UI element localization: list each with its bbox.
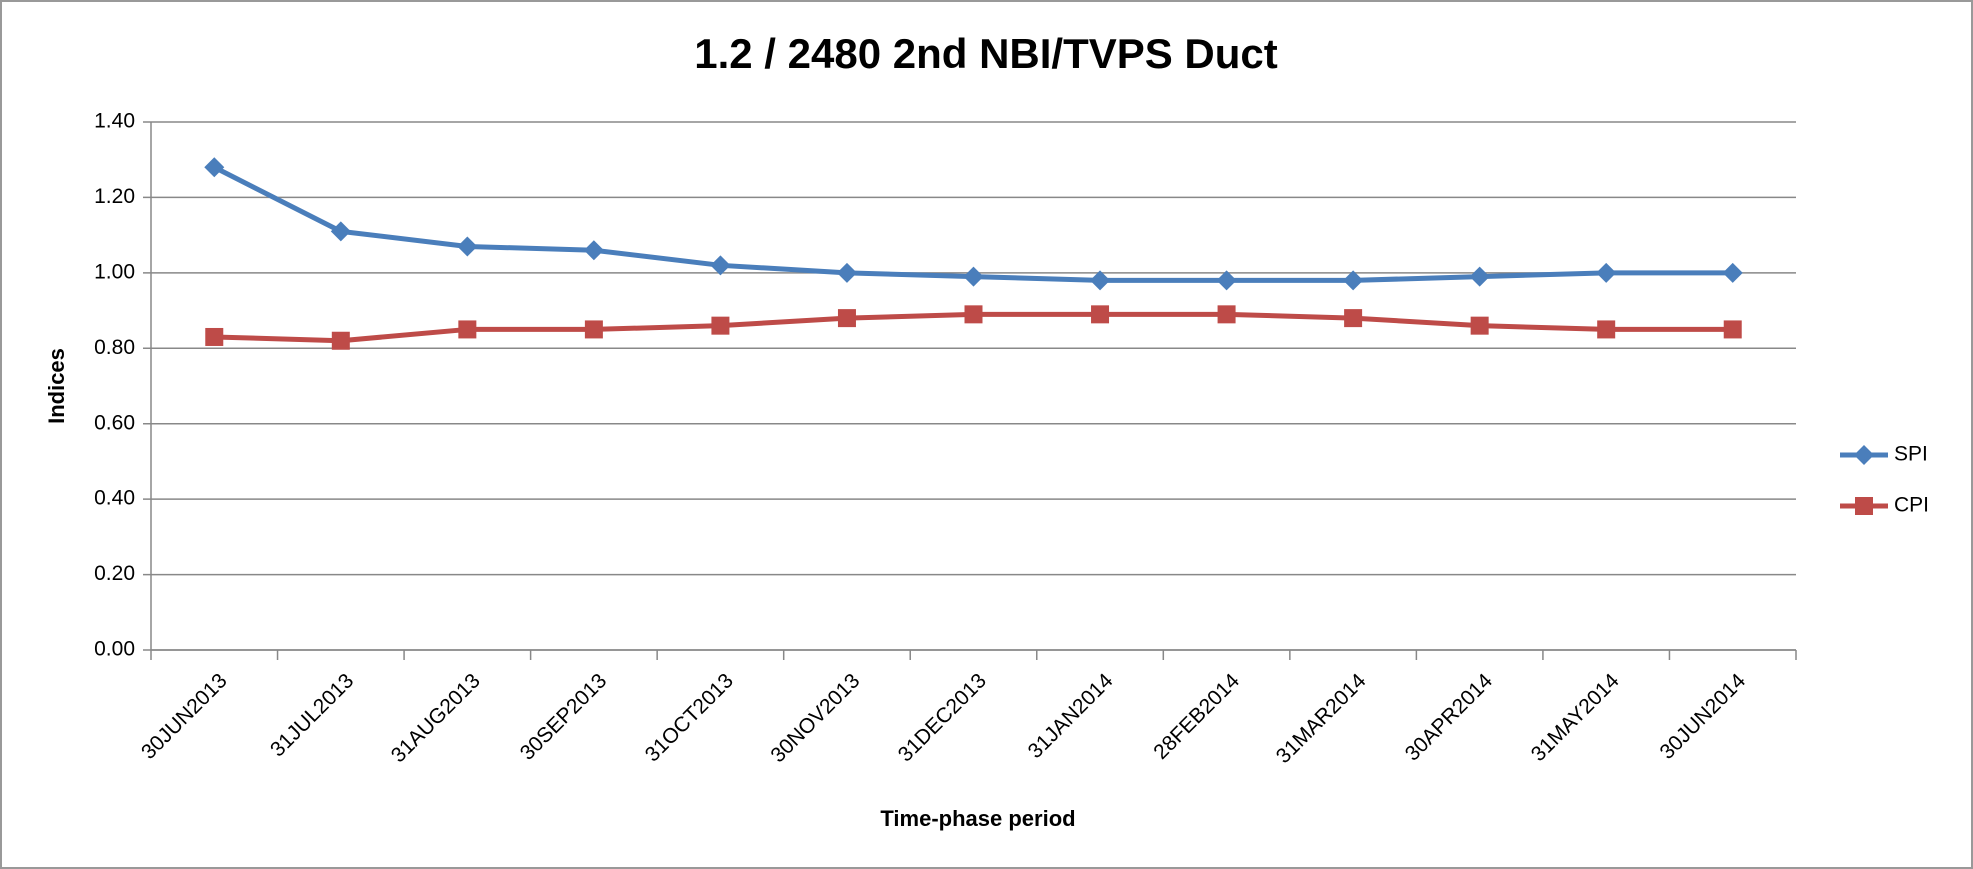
- legend-marker: [1855, 497, 1873, 515]
- data-point: [1722, 262, 1743, 283]
- data-point: [710, 255, 731, 276]
- data-point: [1216, 270, 1237, 291]
- data-point: [1217, 305, 1236, 324]
- data-point: [1344, 309, 1363, 328]
- data-point: [205, 327, 224, 346]
- y-tick-label: 1.40: [94, 110, 135, 133]
- data-point: [1597, 320, 1616, 339]
- y-axis-title: Indices: [44, 348, 69, 424]
- data-point: [330, 221, 351, 242]
- data-point: [204, 157, 225, 178]
- data-point: [457, 236, 478, 257]
- y-tick-label: 1.00: [94, 260, 135, 283]
- y-tick-label: 0.80: [94, 336, 135, 359]
- data-point: [1343, 270, 1364, 291]
- data-point: [711, 316, 730, 335]
- legend-label: CPI: [1894, 494, 1929, 517]
- x-axis-title: Time-phase period: [880, 806, 1075, 831]
- y-tick-label: 0.60: [94, 411, 135, 434]
- legend-label: SPI: [1894, 443, 1928, 466]
- data-point: [1091, 305, 1110, 324]
- data-point: [1469, 266, 1490, 287]
- data-point: [1723, 320, 1742, 339]
- y-tick-label: 0.20: [94, 562, 135, 585]
- data-point: [963, 266, 984, 287]
- data-point: [583, 240, 604, 261]
- data-point: [1596, 262, 1617, 283]
- chart-title: 1.2 / 2480 2nd NBI/TVPS Duct: [694, 30, 1278, 77]
- data-point: [1090, 270, 1111, 291]
- data-point: [964, 305, 983, 324]
- data-point: [584, 320, 603, 339]
- data-point: [331, 331, 350, 350]
- y-tick-label: 1.20: [94, 185, 135, 208]
- y-tick-label: 0.40: [94, 487, 135, 510]
- data-point: [458, 320, 477, 339]
- legend-marker: [1854, 445, 1874, 465]
- data-point: [836, 262, 857, 283]
- data-point: [1470, 316, 1489, 335]
- y-tick-label: 0.00: [94, 638, 135, 661]
- data-point: [837, 309, 856, 328]
